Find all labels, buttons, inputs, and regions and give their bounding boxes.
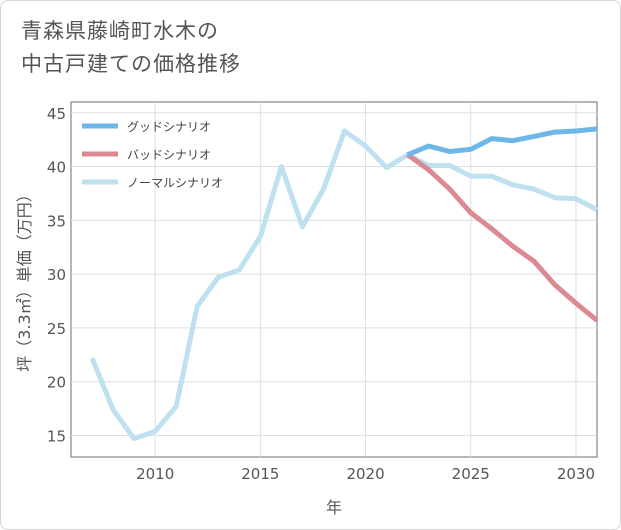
- y-tick-label-45: 45: [47, 105, 66, 123]
- x-tick-label-2010: 2010: [136, 465, 174, 483]
- y-tick-label-35: 35: [47, 212, 66, 230]
- chart-title-line-2: 中古戸建ての価格推移: [21, 52, 241, 76]
- chart-title: 青森県藤崎町水木の 中古戸建ての価格推移: [21, 15, 241, 81]
- series-line-0: [406, 126, 598, 158]
- legend-label-0: グッドシナリオ: [127, 120, 211, 134]
- y-tick-labels: 15 20 25 30 35 40 45: [47, 105, 66, 446]
- series-lines: [89, 126, 599, 442]
- x-tick-label-2020: 2020: [346, 465, 384, 483]
- y-tick-label-20: 20: [47, 374, 66, 392]
- legend-label-2: ノーマルシナリオ: [127, 176, 223, 190]
- y-axis-title: 坪（3.3㎡）単価（万円）: [15, 186, 34, 371]
- x-tick-labels: 2010 2015 2020 2025 2030: [136, 465, 595, 483]
- legend-label-1: バッドシナリオ: [127, 148, 211, 162]
- x-axis-title: 年: [326, 498, 342, 517]
- series-line-1: [406, 152, 599, 323]
- x-tick-label-2015: 2015: [241, 465, 279, 483]
- y-tick-label-40: 40: [47, 159, 66, 177]
- x-tick-label-2025: 2025: [452, 465, 490, 483]
- x-tick-label-2030: 2030: [557, 465, 595, 483]
- y-tick-label-30: 30: [47, 266, 66, 284]
- series-line-2: [89, 128, 599, 442]
- y-tick-label-15: 15: [47, 427, 66, 445]
- chart-title-line-1: 青森県藤崎町水木の: [21, 19, 219, 43]
- y-tick-label-25: 25: [47, 320, 66, 338]
- grid-lines: [71, 102, 597, 457]
